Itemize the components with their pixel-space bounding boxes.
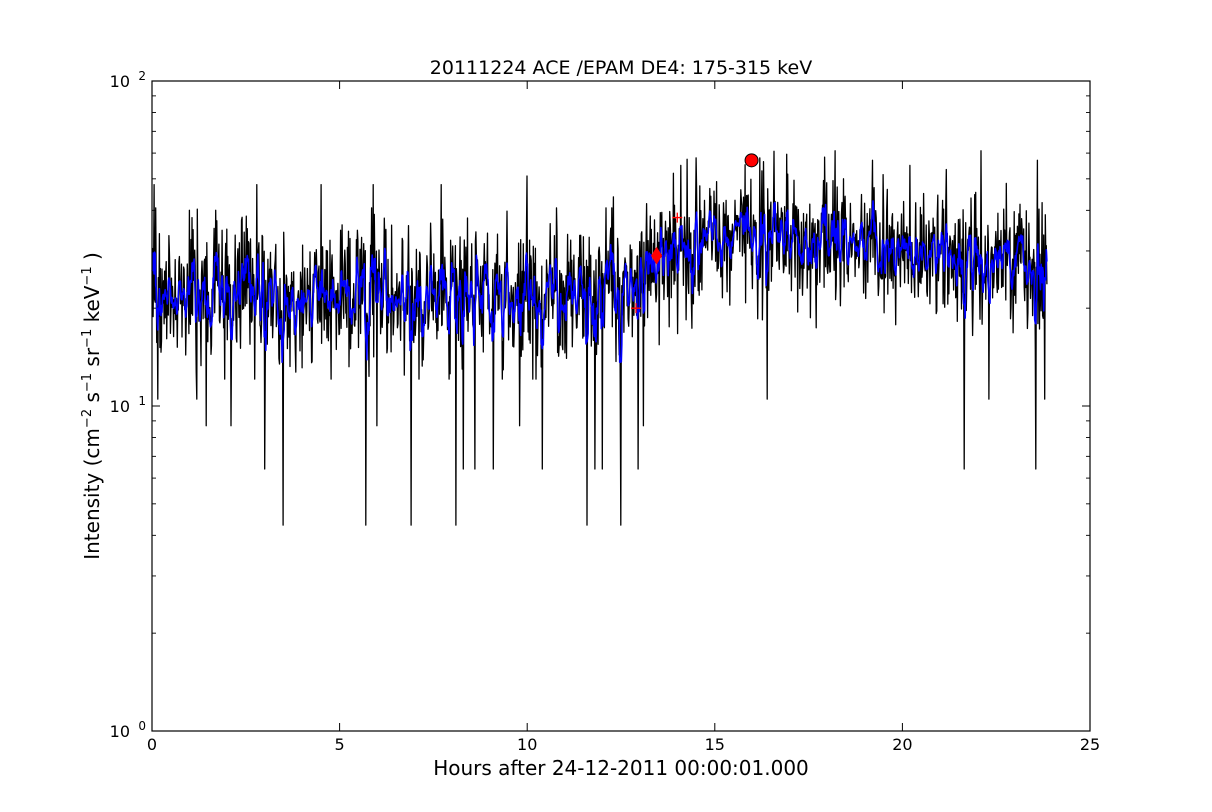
y-axis-title-mid3: keV [80, 285, 104, 329]
y-axis-title-mid2: sr [80, 347, 104, 373]
series-raw-line [151, 150, 1048, 526]
x-tick-label: 0 [147, 735, 157, 754]
y-axis-title-prefix: Intensity (cm [80, 428, 104, 560]
series-layer [151, 150, 1048, 526]
tick-layer [151, 80, 1091, 732]
marker-circle-0 [744, 153, 759, 168]
y-axis-title-suffix: ) [80, 252, 104, 266]
y-tick-label: 10 1 [110, 394, 146, 416]
x-tick-label: 10 [517, 735, 537, 754]
marker-diamond-1 [651, 246, 663, 265]
y-axis-title-exp3: −1 [80, 329, 95, 348]
y-axis-title-exp2: −1 [80, 373, 95, 392]
series-smoothed-line [151, 200, 1048, 363]
y-axis-title-mid1: s [80, 392, 104, 409]
y-axis-title-exp4: −1 [80, 266, 95, 285]
x-tick-label: 15 [705, 735, 725, 754]
chart-title: 20111224 ACE /EPAM DE4: 175-315 keV [430, 57, 812, 79]
y-axis-title-exp1: −2 [80, 409, 95, 428]
x-tick-label: 5 [335, 735, 345, 754]
marker-layer [631, 153, 759, 314]
x-tick-label: 25 [1080, 735, 1100, 754]
y-tick-label: 10 2 [110, 69, 146, 91]
y-axis-title: Intensity (cm−2 s−1 sr−1 keV−1 ) [80, 252, 104, 560]
x-tick-label: 20 [892, 735, 912, 754]
y-tick-label: 10 0 [110, 719, 146, 741]
x-axis-title: Hours after 24-12-2011 00:00:01.000 [433, 756, 809, 780]
marker-plus-2 [631, 303, 642, 314]
marker-plus-3 [672, 212, 683, 223]
